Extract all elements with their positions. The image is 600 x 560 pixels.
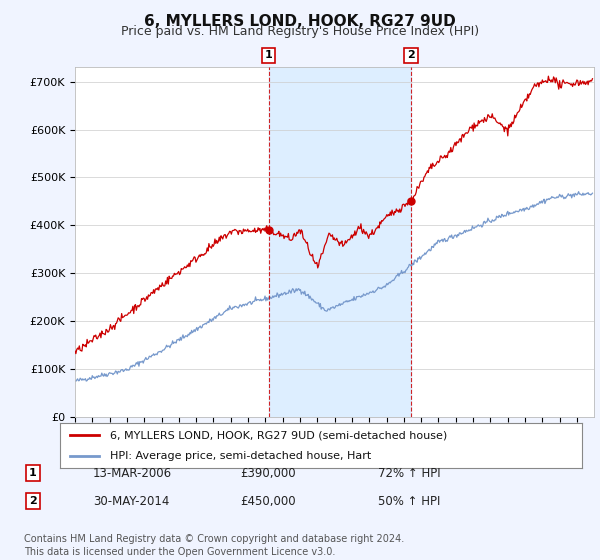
Text: Price paid vs. HM Land Registry's House Price Index (HPI): Price paid vs. HM Land Registry's House … bbox=[121, 25, 479, 38]
Text: 72% ↑ HPI: 72% ↑ HPI bbox=[378, 466, 440, 480]
Bar bbox=[269, 67, 411, 417]
Text: 50% ↑ HPI: 50% ↑ HPI bbox=[378, 494, 440, 508]
Text: 13-MAR-2006: 13-MAR-2006 bbox=[93, 466, 172, 480]
Text: £390,000: £390,000 bbox=[240, 466, 296, 480]
Text: £450,000: £450,000 bbox=[240, 494, 296, 508]
Text: Contains HM Land Registry data © Crown copyright and database right 2024.
This d: Contains HM Land Registry data © Crown c… bbox=[24, 534, 404, 557]
Text: 6, MYLLERS LOND, HOOK, RG27 9UD (semi-detached house): 6, MYLLERS LOND, HOOK, RG27 9UD (semi-de… bbox=[110, 430, 447, 440]
Text: 1: 1 bbox=[29, 468, 37, 478]
Text: 2: 2 bbox=[29, 496, 37, 506]
Text: HPI: Average price, semi-detached house, Hart: HPI: Average price, semi-detached house,… bbox=[110, 451, 371, 461]
Text: 6, MYLLERS LOND, HOOK, RG27 9UD: 6, MYLLERS LOND, HOOK, RG27 9UD bbox=[144, 14, 456, 29]
Text: 1: 1 bbox=[265, 50, 272, 60]
Text: 2: 2 bbox=[407, 50, 415, 60]
Text: 30-MAY-2014: 30-MAY-2014 bbox=[93, 494, 169, 508]
